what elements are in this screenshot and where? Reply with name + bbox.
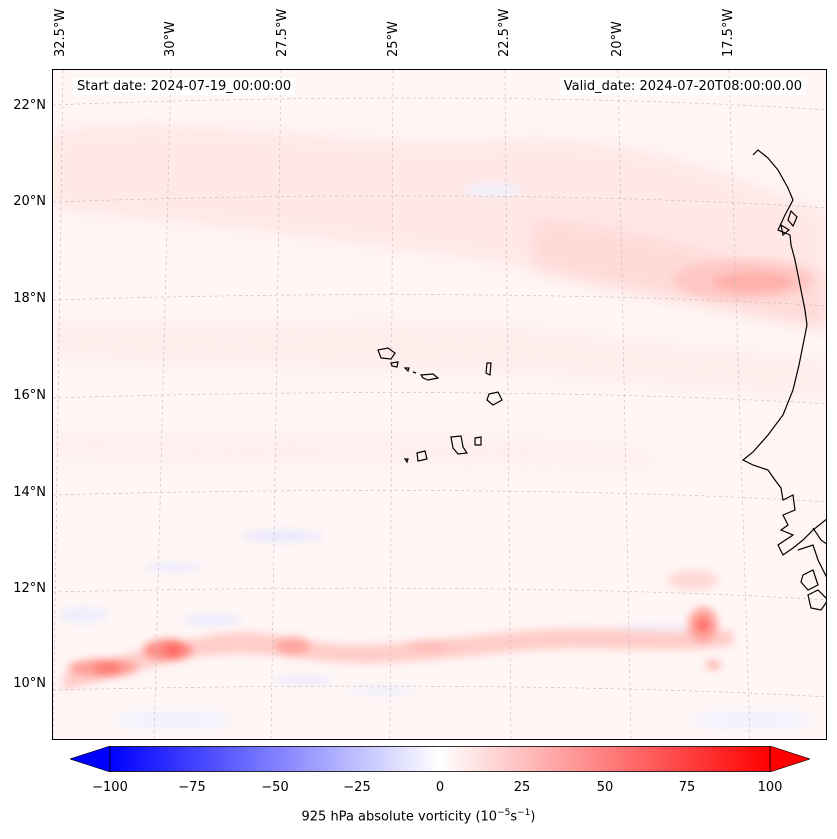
lon-label: 20°W: [610, 21, 625, 57]
lon-label: 22.5°W: [497, 8, 512, 57]
lat-label: 10°N: [13, 676, 46, 691]
colorbar-tick: 25: [513, 780, 531, 795]
lat-label: 18°N: [13, 291, 46, 306]
lon-label: 17.5°W: [721, 8, 736, 57]
west-africa-coast: [741, 149, 826, 611]
colorbar-tick: 75: [678, 780, 696, 795]
colorbar-tick: 100: [757, 780, 783, 795]
cape-verde-islands: [377, 347, 503, 464]
colorbar-tick: −75: [178, 780, 206, 795]
colorbar-max-extend: [769, 745, 811, 773]
lon-label: 27.5°W: [275, 8, 290, 57]
colorbar-tick: −100: [92, 780, 128, 795]
colorbar-label: 925 hPa absolute vorticity (10−5s−1): [301, 808, 536, 825]
colorbar-tick: 0: [435, 780, 445, 795]
vorticity-field: [53, 70, 826, 739]
start-date-label: Start date: 2024-07-19_00:00:00: [73, 78, 296, 95]
colorbar-tick: −25: [343, 780, 371, 795]
valid-date-label: Valid_date: 2024-07-20T08:00:00.00: [559, 78, 806, 95]
lat-label: 20°N: [13, 194, 46, 209]
map-panel[interactable]: Start date: 2024-07-19_00:00:00 Valid_da…: [52, 69, 827, 740]
lat-label: 14°N: [13, 485, 46, 500]
colorbar-tick: 50: [596, 780, 614, 795]
lat-label: 12°N: [13, 581, 46, 596]
colorbar-tick: −50: [261, 780, 289, 795]
colorbar: [69, 745, 811, 776]
lon-label: 30°W: [163, 21, 178, 57]
lon-label: 25°W: [386, 21, 401, 57]
lon-label: 32.5°W: [53, 8, 68, 57]
lat-label: 22°N: [13, 98, 46, 113]
lat-label: 16°N: [13, 388, 46, 403]
colorbar-min-extend: [69, 745, 111, 773]
